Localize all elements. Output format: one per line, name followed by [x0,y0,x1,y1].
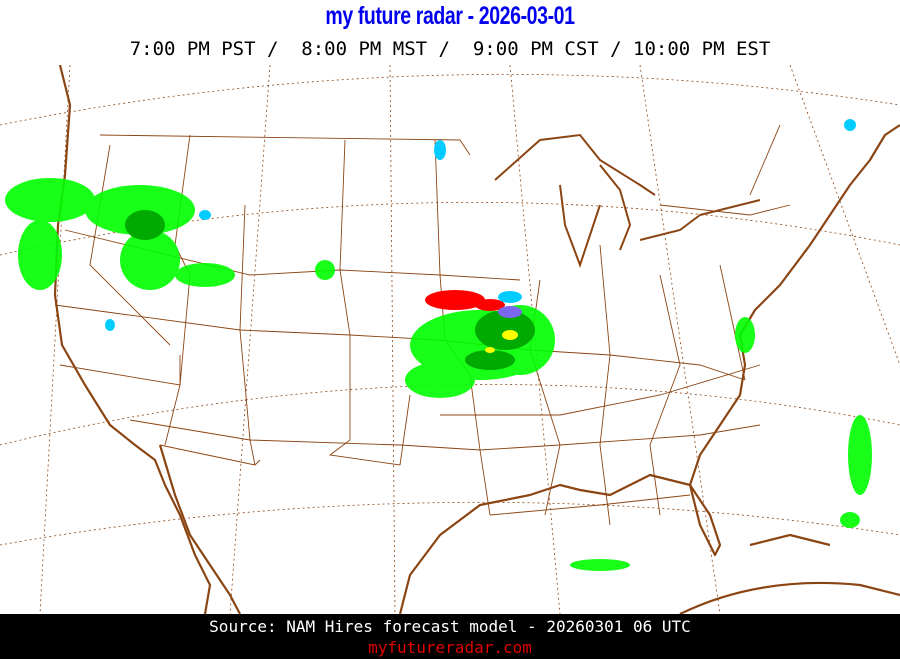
time-zones-label: 7:00 PM PST / 8:00 PM MST / 9:00 PM CST … [129,38,771,60]
site-link[interactable]: myfutureradar.com [368,638,532,657]
footer: Source: NAM Hires forecast model - 20260… [0,614,900,659]
radar-map [0,65,900,614]
great-lakes [494,133,761,268]
radar-echoes [5,119,872,571]
source-label: Source: NAM Hires forecast model - 20260… [209,617,691,636]
page-title: my future radar - 2026-03-01 [325,2,575,30]
